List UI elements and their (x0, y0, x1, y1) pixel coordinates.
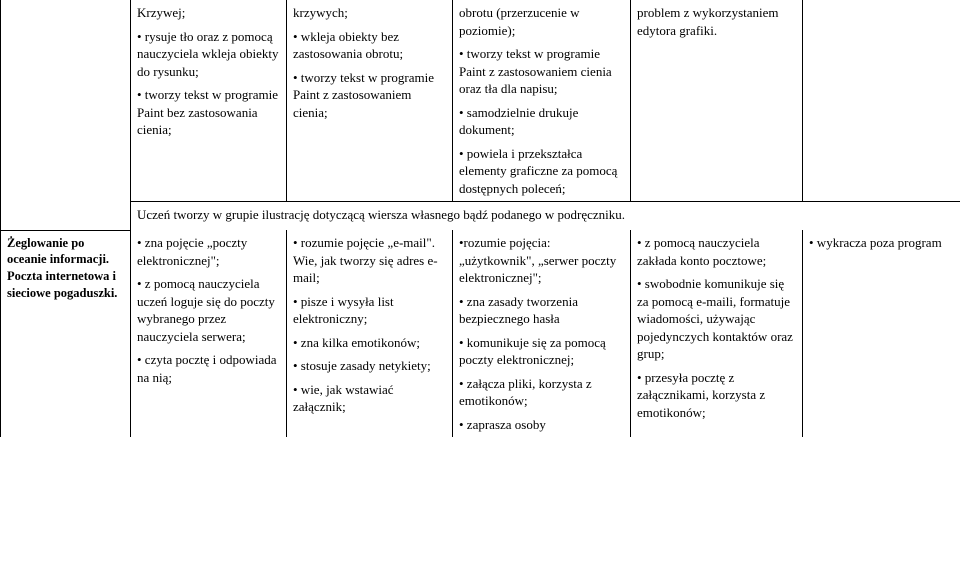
cell-text: •rozumie pojęcia: „użytkownik", „serwer … (459, 234, 624, 433)
cell: •rozumie pojęcia: „użytkownik", „serwer … (453, 230, 631, 437)
cell: • rozumie pojęcie „e-mail". Wie, jak two… (287, 230, 453, 437)
table-row: Uczeń tworzy w grupie ilustrację dotyczą… (1, 202, 960, 230)
cell: • zna pojęcie „poczty elektronicznej";• … (131, 230, 287, 437)
row-header-cell (1, 0, 131, 230)
summary-text: Uczeń tworzy w grupie ilustrację dotyczą… (137, 206, 954, 224)
row-header-text: Żeglowanie po oceanie informacji. Poczta… (7, 235, 124, 303)
cell: • z pomocą nauczyciela zakłada konto poc… (631, 230, 803, 437)
table-row: Krzywej;• rysuje tło oraz z pomocą naucz… (1, 0, 960, 202)
syllabus-table: Krzywej;• rysuje tło oraz z pomocą naucz… (0, 0, 960, 437)
cell: obrotu (przerzucenie w poziomie);• tworz… (453, 0, 631, 202)
cell: Krzywej;• rysuje tło oraz z pomocą naucz… (131, 0, 287, 202)
cell (803, 0, 960, 202)
summary-cell: Uczeń tworzy w grupie ilustrację dotyczą… (131, 202, 960, 230)
cell: krzywych;• wkleja obiekty bez zastosowan… (287, 0, 453, 202)
cell-text: • z pomocą nauczyciela zakłada konto poc… (637, 234, 796, 421)
cell-text: • rozumie pojęcie „e-mail". Wie, jak two… (293, 234, 446, 416)
cell: • wykracza poza program (803, 230, 960, 437)
cell-text: • zna pojęcie „poczty elektronicznej";• … (137, 234, 280, 386)
cell-text: • wykracza poza program (809, 234, 954, 252)
cell-text: krzywych;• wkleja obiekty bez zastosowan… (293, 4, 446, 121)
row-header-cell: Żeglowanie po oceanie informacji. Poczta… (1, 230, 131, 437)
cell: problem z wykorzystaniem edytora grafiki… (631, 0, 803, 202)
cell-text: obrotu (przerzucenie w poziomie);• tworz… (459, 4, 624, 197)
cell-text: problem z wykorzystaniem edytora grafiki… (637, 4, 796, 39)
cell-text: Krzywej;• rysuje tło oraz z pomocą naucz… (137, 4, 280, 139)
table-row: Żeglowanie po oceanie informacji. Poczta… (1, 230, 960, 437)
